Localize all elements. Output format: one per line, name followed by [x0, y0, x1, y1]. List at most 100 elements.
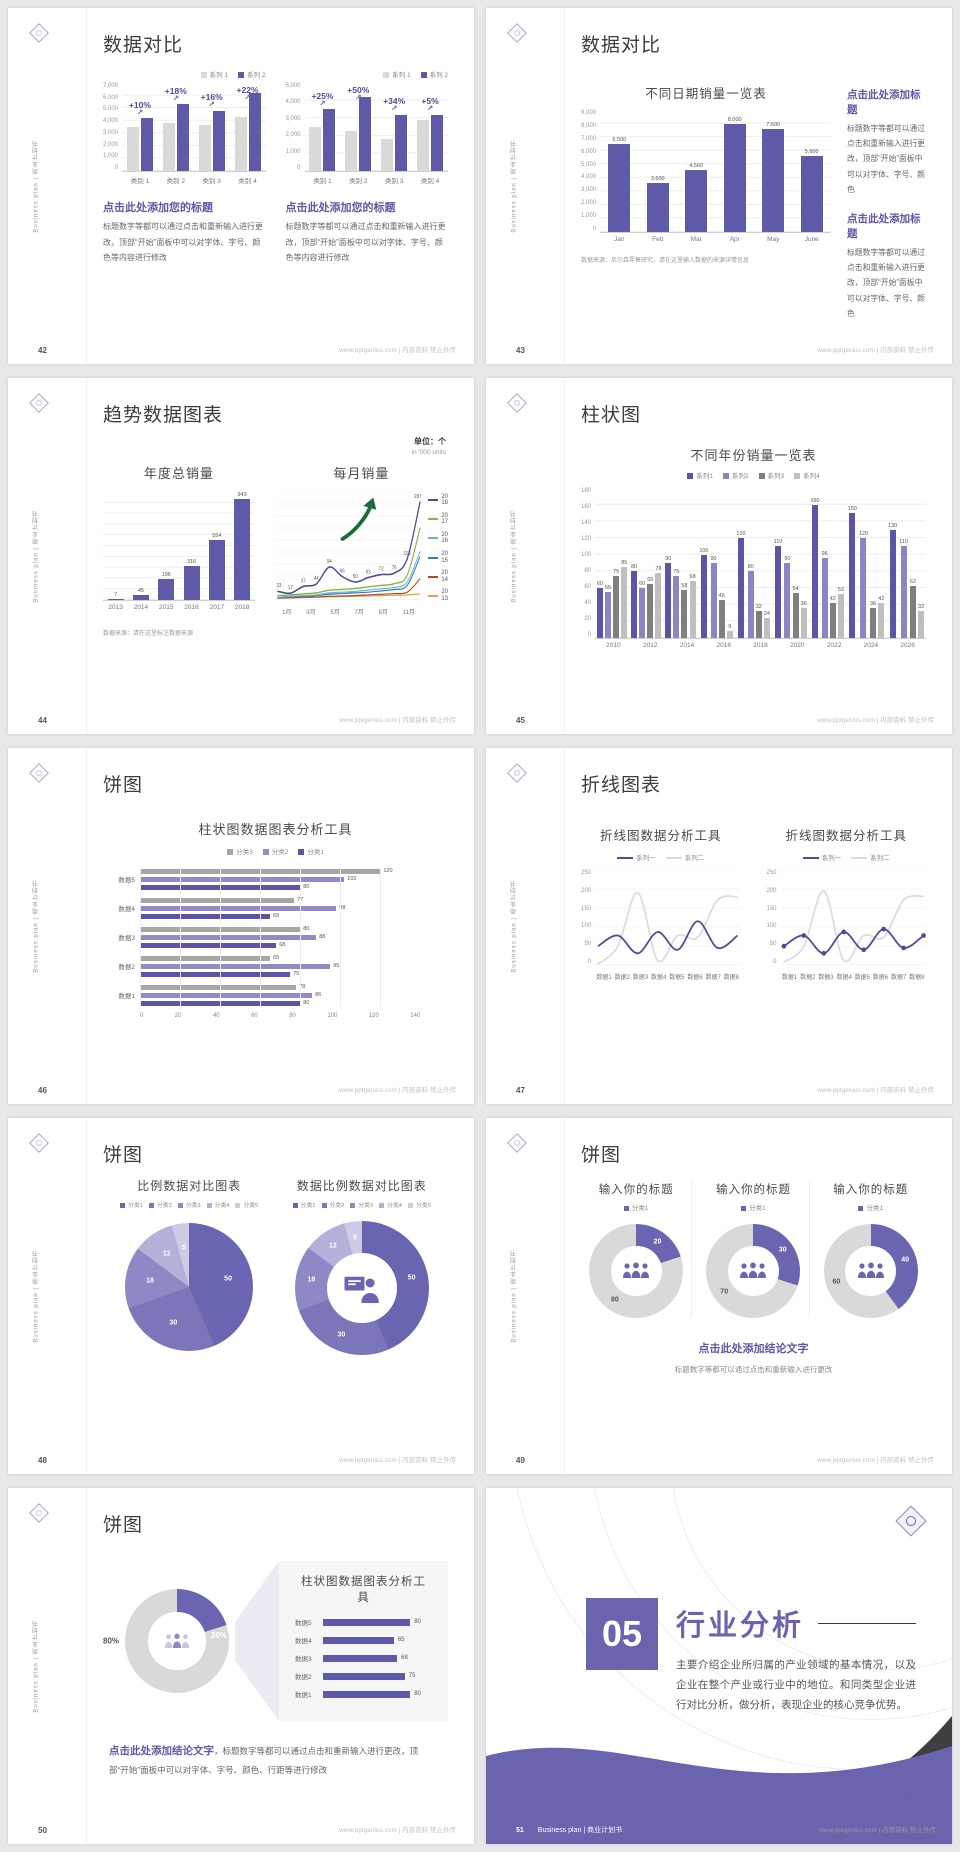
bar-value-label: 7,600: [766, 121, 781, 128]
x-tick-label: 数据4: [836, 975, 852, 981]
x-axis: 2013 2014 2015 2016 2017 2018: [103, 604, 255, 611]
legend-item: 系列 2: [238, 69, 266, 79]
data-point-marker: [781, 943, 786, 949]
slide-45[interactable]: Business plan | 商业计划书 柱状图 不同年份销量一览表 系列1 …: [486, 378, 952, 734]
category-label: 数据2: [295, 1674, 312, 1681]
y-tick-label: 1,000: [103, 153, 119, 160]
legend-item: 系列一: [802, 852, 841, 862]
slide-44[interactable]: Business plan | 商业计划书 趋势数据图表 单位：个 in '00…: [8, 378, 474, 734]
y-tick-label: 9,000: [581, 110, 597, 116]
bar: [323, 1636, 394, 1644]
diamond-logo-icon: [29, 393, 49, 413]
chart-title: 数据比例数据对比图表: [296, 1179, 427, 1193]
grouped-bar-chart: 180 160 140 120 100 80 60 40 20 0 60 55 75 85 80 60 65 78…: [581, 488, 926, 649]
page-number: 45: [516, 716, 525, 725]
series-line: [277, 578, 421, 599]
up-right-arrow-icon: ↗: [354, 92, 362, 102]
slide-48[interactable]: Business plan | 商业计划书 饼图 比例数据对比图表 分类1 分类…: [8, 1118, 474, 1474]
slide-title: 饼图: [103, 775, 144, 796]
slide-51[interactable]: 05 行业分析 主要介绍企业所归属的产业领域的基本情况，以及企业在整个产业或行业…: [486, 1488, 952, 1844]
bar: [726, 630, 733, 638]
y-tick-label: 60: [584, 584, 592, 590]
bar-group: 5,600: [800, 110, 823, 232]
data-point-label: 23: [276, 583, 281, 590]
slice-value-label: 12: [162, 1250, 171, 1258]
x-tick-label: 2010: [606, 642, 621, 649]
y-tick-label: 150: [581, 905, 592, 912]
slide-47[interactable]: Business plan | 商业计划书 折线图表 折线图数据分析工具 系列一…: [486, 748, 952, 1104]
x-axis: 数据1 数据2 数据3 数据4 数据5 数据6 数据7 数据8: [595, 972, 740, 981]
title-rule: [818, 1622, 916, 1624]
y-tick-label: 140: [581, 520, 592, 526]
block-body: 标题数字等都可以通过点击和重新输入进行更改，顶部“开始”面板中可以对字体、字号、…: [847, 124, 925, 194]
block-body: 标题数字等都可以通过点击和重新输入进行更改，顶部“开始”面板中可以对字体、字号、…: [103, 222, 263, 263]
data-point-label: 76: [392, 565, 397, 572]
slide-42[interactable]: Business plan | 商业计划书 数据对比 系列 1 系列 2 7,0…: [8, 8, 474, 364]
plot-area: +25% ↗ +50% ↗ +34% ↗ +5% ↗: [304, 83, 448, 172]
bar-value-label: 9: [728, 623, 732, 630]
slide-50[interactable]: Business plan | 商业计划书 饼图 80% 20% 柱状图数据图表…: [8, 1488, 474, 1844]
data-point-label: 94: [327, 559, 332, 566]
donut-chart: 40 60: [823, 1224, 918, 1318]
bar-value-label: 80: [747, 564, 754, 571]
series-line: [597, 891, 738, 965]
grouped-bar-chart: 5,000 4,000 3,000 2,000 1,000 0 +25% ↗ +50% ↗ +34%…: [286, 83, 448, 185]
series-line: [782, 890, 924, 963]
legend-item: 20 13: [428, 589, 448, 602]
sidebar-divider: [564, 1118, 565, 1474]
legend-item: 分类2: [149, 1200, 172, 1209]
slide-46[interactable]: Business plan | 商业计划书 饼图 柱状图数据图表分析工具 分类3…: [8, 748, 474, 1104]
slide-title: 饼图: [103, 1515, 144, 1536]
column-title: 输入你的标题: [715, 1184, 791, 1196]
bar: [755, 611, 762, 638]
bar: [700, 554, 707, 638]
slide-43[interactable]: Business plan | 商业计划书 数据对比 不同日期销量一览表 9,0…: [486, 8, 952, 364]
data-point-label: 66: [340, 568, 345, 575]
donut-chart: 30 70: [706, 1224, 801, 1318]
donut-column: 输入你的标题 分类1 30 70: [698, 1181, 810, 1318]
bar-group: 45: [132, 492, 149, 600]
slide-49[interactable]: Business plan | 商业计划书 饼图 输入你的标题 分类1 20 80…: [486, 1118, 952, 1474]
x-axis: 类别 1 类别 2 类别 3 类别 4: [305, 175, 448, 185]
legend-swatch: [200, 72, 207, 79]
chart-title: 折线图数据分析工具: [599, 829, 722, 843]
bar-value-label: 32: [755, 604, 762, 611]
up-right-arrow-icon: ↗: [208, 100, 216, 110]
sidebar-vertical-text: Business plan | 商业计划书: [33, 879, 40, 973]
bar-value-label: 36: [800, 601, 807, 607]
sidebar-divider: [564, 748, 565, 1104]
legend-item: 分类5: [407, 1200, 431, 1209]
block-title: 点击此处添加您的标题: [285, 202, 396, 214]
line-plot: [595, 869, 741, 966]
page-number: 50: [38, 1826, 47, 1835]
donut-chart: [125, 1589, 229, 1693]
x-tick-label: 2022: [826, 642, 842, 649]
bar-value-label: 65: [647, 576, 654, 583]
bar-value-label: 54: [792, 586, 799, 592]
bar-group: 7,600: [762, 110, 785, 232]
y-axis: 9,000 8,000 7,000 6,000 5,000 4,000 3,000 2,000…: [581, 110, 600, 232]
legend-item: 分类4: [206, 1200, 229, 1209]
bar: [605, 592, 612, 638]
diamond-logo-icon: [29, 763, 49, 783]
bar-value-label: 90: [665, 556, 672, 562]
y-tick-label: 150: [766, 905, 777, 912]
people-group-icon: [164, 1633, 190, 1648]
bar: [596, 588, 603, 638]
slice-value-label: 20: [653, 1238, 662, 1246]
bar-value-label: 943: [237, 492, 247, 498]
plot-area: +10% ↗ +18% ↗ +16% ↗ +22% ↗: [122, 83, 266, 172]
line-chart: 23 17 37 44 94 66 50 63 72 76 118 287 1月 3月 5月 7月 9月 11月 2…: [274, 491, 448, 616]
y-tick-label: 4,000: [581, 174, 597, 181]
diamond-logo-icon: [507, 763, 527, 783]
percent-badge: +50% ↗: [347, 84, 370, 102]
x-tick-label: 类别 3: [202, 178, 221, 185]
slide-title: 折线图表: [581, 775, 662, 796]
percent-badge: +34% ↗: [383, 96, 406, 114]
sidebar-divider: [86, 378, 87, 734]
line-plot: 23 17 37 44 94 66 50 63 72 76 118 287: [274, 491, 423, 601]
bar-group: 554: [208, 492, 225, 600]
legend-item: 分类1: [298, 846, 324, 856]
bar: [710, 563, 717, 638]
